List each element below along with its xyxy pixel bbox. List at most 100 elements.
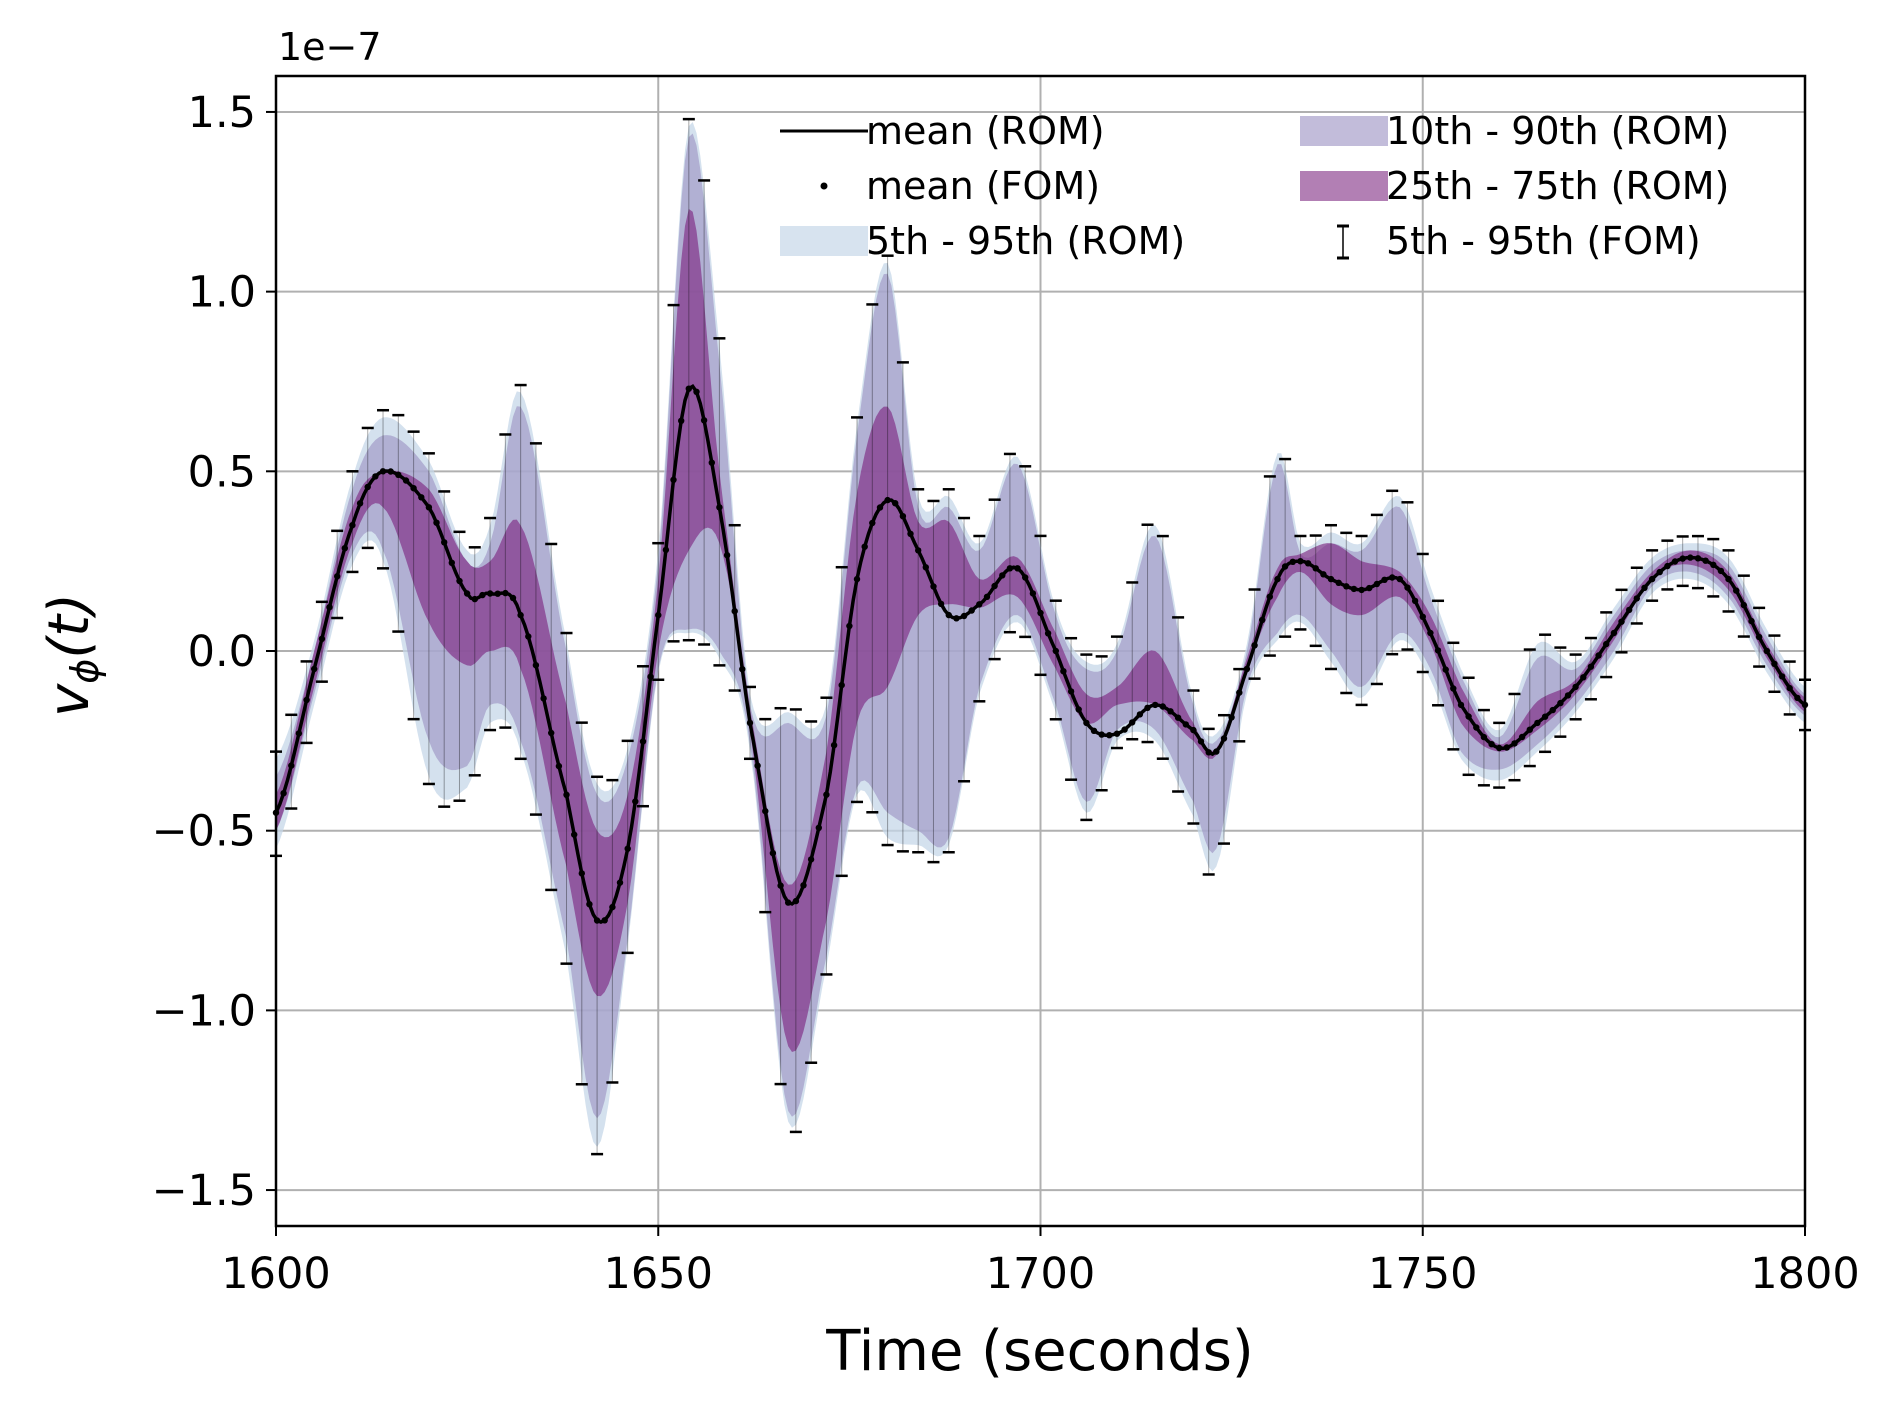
mean-fom-point <box>540 695 547 702</box>
fom-errorbar <box>1539 633 1552 754</box>
mean-fom-point <box>1251 642 1258 649</box>
mean-fom-point <box>624 845 631 852</box>
mean-fom-point <box>823 791 830 798</box>
fom-errorbar <box>1263 475 1276 657</box>
mean-fom-point <box>502 589 509 597</box>
mean-fom-point <box>647 673 654 680</box>
band-25-75-rom <box>276 209 1805 1052</box>
mean-fom-point <box>1679 555 1686 562</box>
fom-errorbar <box>774 706 787 1086</box>
mean-fom-point <box>1014 565 1021 572</box>
y-axis-label: vϕ(t) <box>37 593 107 717</box>
mean-fom-point <box>1786 684 1793 692</box>
legend-mean-rom-label: mean (ROM) <box>866 109 1105 153</box>
mean-fom-point <box>1389 574 1396 581</box>
mean-fom-point <box>372 473 379 480</box>
fom-errorbar <box>1309 534 1322 648</box>
mean-fom-point <box>1228 714 1235 721</box>
mean-fom-point <box>1702 557 1709 564</box>
fom-errorbar <box>851 416 864 804</box>
mean-fom-point <box>1021 574 1029 581</box>
mean-fom-point <box>1396 575 1404 583</box>
fom-errorbar <box>514 383 527 761</box>
mean-fom-point <box>295 730 303 737</box>
fom-errorbar <box>927 499 940 864</box>
mean-fom-point <box>1656 568 1663 576</box>
mean-fom-point <box>1748 617 1755 625</box>
fom-errorbar <box>1187 689 1200 825</box>
mean-fom-point <box>379 468 387 475</box>
mean-fom-point <box>1266 593 1274 600</box>
mean-fom-point <box>494 590 501 597</box>
mean-fom-point <box>1473 724 1480 731</box>
mean-fom-point <box>1580 674 1587 681</box>
mean-fom-point <box>1037 609 1044 617</box>
fom-errorbar <box>682 117 695 642</box>
mean-fom-point <box>1366 584 1373 592</box>
mean-fom-point <box>402 477 410 484</box>
mean-fom-point <box>1710 561 1717 568</box>
mean-fom-point <box>441 539 448 546</box>
mean-fom-point <box>762 807 769 815</box>
mean-fom-point <box>1327 575 1335 583</box>
mean-fom-point <box>1610 629 1618 637</box>
band-25-75-rom-area <box>276 209 1805 1052</box>
mean-fom-point <box>1312 565 1319 572</box>
y-offset-text: 1e−7 <box>278 25 382 69</box>
fom-errorbar <box>1447 641 1460 751</box>
y-ticks: 1.5 1.0 0.5 0.0 −0.5 −1.0 −1.5 <box>152 88 276 1216</box>
mean-fom-point <box>548 729 555 737</box>
mean-fom-point <box>563 791 570 798</box>
mean-fom-point <box>846 622 853 630</box>
fom-errorbar <box>881 254 894 847</box>
mean-fom-point <box>1220 735 1228 742</box>
mean-fom-point <box>1503 744 1511 751</box>
mean-fom-point <box>387 468 394 475</box>
fom-errorbar <box>1508 692 1521 782</box>
fom-errorbar <box>942 488 955 854</box>
mean-fom-point <box>1052 647 1060 655</box>
mean-fom-point <box>899 513 907 520</box>
fom-errorbar <box>499 433 512 729</box>
mean-fom-point <box>1320 571 1327 578</box>
fom-errorbar <box>1049 599 1062 721</box>
mean-fom-point <box>1205 749 1212 756</box>
x-tick-label: 1700 <box>986 1249 1095 1299</box>
mean-fom-point <box>968 607 975 614</box>
mean-fom-point <box>601 917 608 924</box>
x-tick-label: 1600 <box>221 1249 330 1299</box>
mean-fom-point <box>1167 708 1174 715</box>
mean-fom-point <box>1419 613 1427 620</box>
mean-fom-point <box>739 666 746 673</box>
fom-errorbar <box>1462 676 1475 777</box>
mean-fom-point <box>678 417 685 424</box>
mean-fom-point <box>1404 584 1411 591</box>
mean-fom-point <box>410 485 417 492</box>
fom-errorbar <box>1003 452 1016 634</box>
fom-errorbar <box>1019 465 1032 639</box>
mean-fom-point <box>685 385 692 392</box>
mean-fom-point <box>609 903 616 911</box>
fom-errorbar <box>545 542 558 892</box>
fom-errorbar <box>1355 534 1368 707</box>
fom-errorbar <box>1110 635 1123 750</box>
mean-fom-point <box>708 459 715 466</box>
mean-fom-point <box>807 856 815 863</box>
legend-mean-fom-label: mean (FOM) <box>866 164 1100 208</box>
fom-errorbar <box>820 696 833 976</box>
mean-fom-point <box>1159 703 1167 710</box>
mean-fom-point <box>915 547 922 554</box>
mean-fom-point <box>777 882 784 889</box>
mean-fom-point <box>1778 673 1786 680</box>
mean-fom-point <box>769 849 777 857</box>
legend-band25-label: 25th - 75th (ROM) <box>1386 164 1729 208</box>
mean-fom-point <box>1549 706 1556 714</box>
fom-errorbar <box>1095 655 1108 792</box>
mean-fom-point <box>815 824 822 831</box>
mean-fom-point <box>1113 730 1121 737</box>
mean-fom-point <box>1534 719 1541 727</box>
mean-fom-point <box>731 608 738 615</box>
mean-fom-point <box>555 762 563 770</box>
fom-errorbar <box>606 778 619 1084</box>
